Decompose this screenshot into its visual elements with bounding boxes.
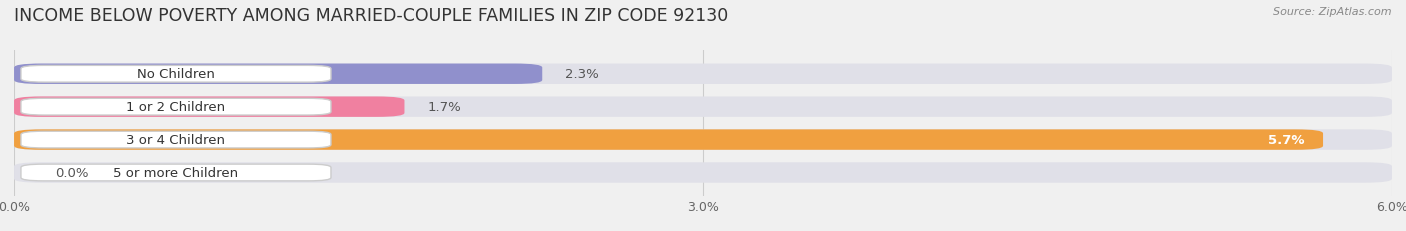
FancyBboxPatch shape — [14, 97, 405, 117]
Text: Source: ZipAtlas.com: Source: ZipAtlas.com — [1274, 7, 1392, 17]
Text: 1 or 2 Children: 1 or 2 Children — [127, 101, 225, 114]
FancyBboxPatch shape — [21, 132, 330, 148]
FancyBboxPatch shape — [14, 64, 1392, 85]
Text: 1.7%: 1.7% — [427, 101, 461, 114]
FancyBboxPatch shape — [21, 99, 330, 116]
FancyBboxPatch shape — [14, 130, 1323, 150]
FancyBboxPatch shape — [14, 97, 1392, 117]
Text: 5 or more Children: 5 or more Children — [114, 166, 239, 179]
Text: No Children: No Children — [136, 68, 215, 81]
Text: 0.0%: 0.0% — [55, 166, 89, 179]
FancyBboxPatch shape — [14, 163, 1392, 183]
FancyBboxPatch shape — [14, 130, 1392, 150]
Text: 2.3%: 2.3% — [565, 68, 599, 81]
FancyBboxPatch shape — [14, 64, 543, 85]
Text: 3 or 4 Children: 3 or 4 Children — [127, 134, 225, 146]
FancyBboxPatch shape — [21, 164, 330, 181]
Text: 5.7%: 5.7% — [1268, 134, 1305, 146]
FancyBboxPatch shape — [21, 66, 330, 83]
Text: INCOME BELOW POVERTY AMONG MARRIED-COUPLE FAMILIES IN ZIP CODE 92130: INCOME BELOW POVERTY AMONG MARRIED-COUPL… — [14, 7, 728, 25]
